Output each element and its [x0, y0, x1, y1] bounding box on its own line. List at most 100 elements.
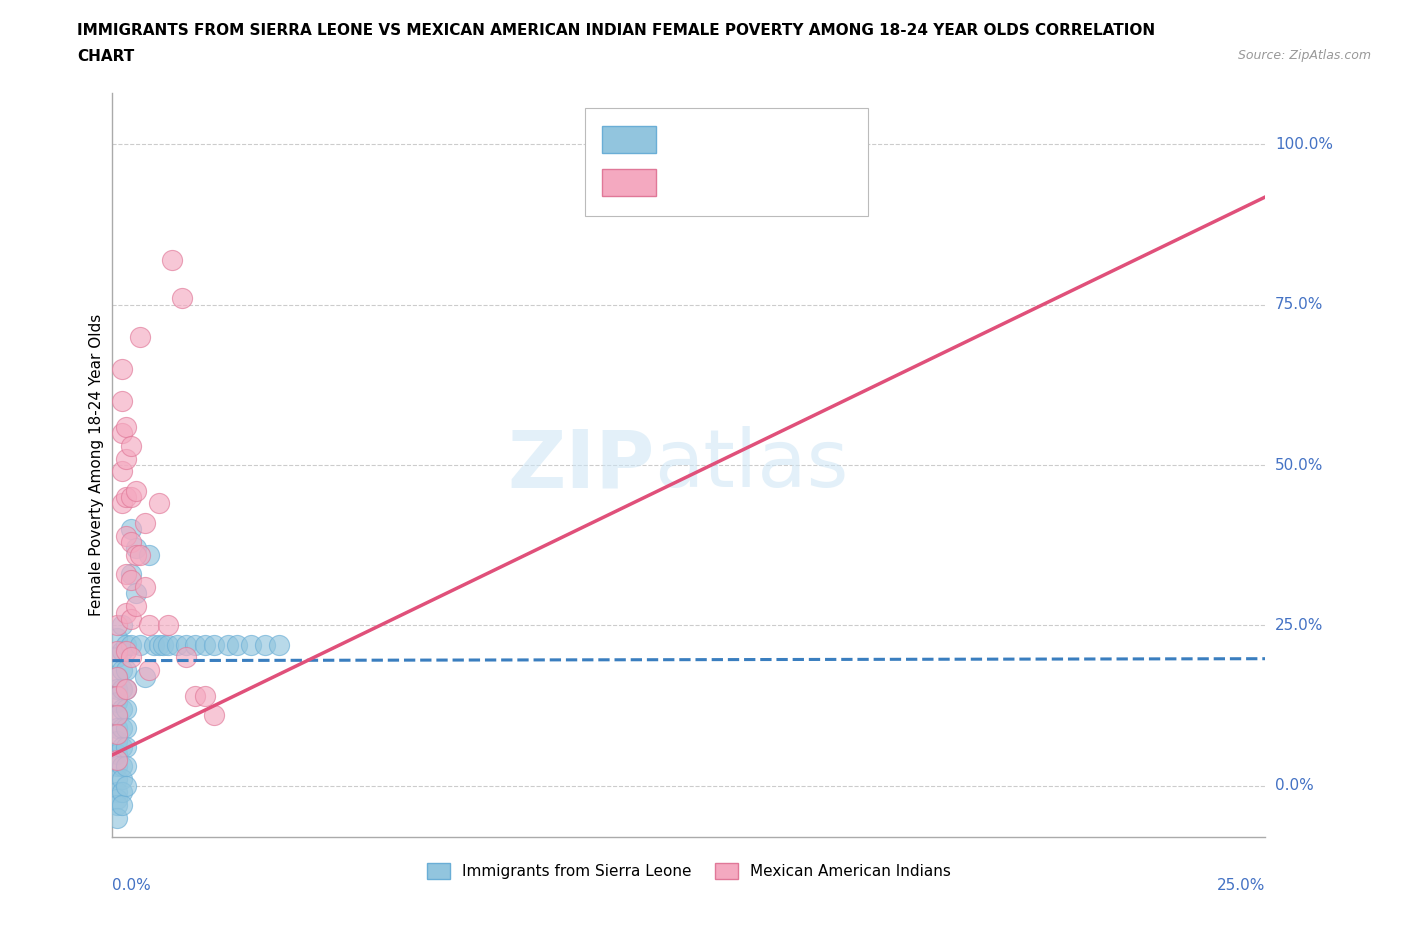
- Point: [162, 252, 184, 267]
- Point: [111, 496, 134, 511]
- Point: [105, 631, 128, 645]
- Point: [115, 489, 138, 504]
- Text: 0.0%: 0.0%: [1275, 778, 1313, 793]
- Point: [105, 759, 128, 774]
- Point: [194, 637, 217, 652]
- Point: [115, 721, 138, 736]
- Text: 75.0%: 75.0%: [1275, 298, 1323, 312]
- Text: R =: R =: [666, 131, 702, 149]
- FancyBboxPatch shape: [603, 126, 655, 153]
- Point: [156, 618, 179, 632]
- Point: [129, 329, 152, 344]
- Text: 0.0%: 0.0%: [112, 878, 152, 893]
- Point: [105, 644, 128, 658]
- Point: [124, 484, 146, 498]
- Point: [105, 670, 128, 684]
- Point: [120, 650, 142, 665]
- Point: [111, 663, 134, 678]
- Point: [138, 663, 160, 678]
- Point: [105, 772, 128, 787]
- Point: [138, 548, 160, 563]
- Point: [174, 650, 197, 665]
- Y-axis label: Female Poverty Among 18-24 Year Olds: Female Poverty Among 18-24 Year Olds: [89, 314, 104, 617]
- Point: [184, 637, 207, 652]
- Point: [115, 419, 138, 434]
- Text: N =: N =: [762, 173, 799, 192]
- Text: R =: R =: [666, 173, 702, 192]
- Legend: Immigrants from Sierra Leone, Mexican American Indians: Immigrants from Sierra Leone, Mexican Am…: [420, 857, 957, 885]
- Point: [138, 618, 160, 632]
- Point: [105, 721, 128, 736]
- Point: [166, 637, 188, 652]
- Point: [124, 548, 146, 563]
- Point: [120, 522, 142, 537]
- Point: [115, 682, 138, 697]
- Point: [202, 637, 225, 652]
- Point: [111, 759, 134, 774]
- Point: [105, 746, 128, 761]
- Point: [120, 637, 142, 652]
- Point: [115, 778, 138, 793]
- Text: ZIP: ZIP: [508, 426, 654, 504]
- Point: [124, 586, 146, 601]
- Point: [115, 682, 138, 697]
- Point: [115, 663, 138, 678]
- Point: [105, 785, 128, 800]
- Point: [111, 701, 134, 716]
- Text: 25.0%: 25.0%: [1218, 878, 1265, 893]
- Point: [239, 637, 262, 652]
- Point: [267, 637, 290, 652]
- Point: [120, 438, 142, 453]
- Point: [134, 515, 156, 530]
- Point: [105, 734, 128, 749]
- Point: [105, 682, 128, 697]
- Point: [105, 650, 128, 665]
- Point: [148, 637, 170, 652]
- Point: [120, 489, 142, 504]
- Point: [134, 670, 156, 684]
- FancyBboxPatch shape: [585, 108, 868, 216]
- Point: [156, 637, 179, 652]
- Point: [115, 605, 138, 620]
- Point: [202, 708, 225, 723]
- Text: atlas: atlas: [654, 426, 849, 504]
- Point: [105, 791, 128, 806]
- Point: [253, 637, 276, 652]
- Point: [120, 573, 142, 588]
- FancyBboxPatch shape: [603, 169, 655, 195]
- Point: [120, 566, 142, 581]
- Text: Source: ZipAtlas.com: Source: ZipAtlas.com: [1237, 49, 1371, 62]
- Point: [226, 637, 249, 652]
- Text: 100.0%: 100.0%: [1275, 137, 1333, 152]
- Point: [105, 798, 128, 813]
- Point: [111, 785, 134, 800]
- Point: [120, 535, 142, 550]
- Point: [111, 721, 134, 736]
- Point: [115, 739, 138, 754]
- Point: [105, 670, 128, 684]
- Text: 44: 44: [794, 173, 817, 192]
- Point: [105, 688, 128, 703]
- Point: [184, 688, 207, 703]
- Point: [129, 548, 152, 563]
- Point: [115, 644, 138, 658]
- Point: [134, 579, 156, 594]
- Point: [105, 708, 128, 723]
- Point: [194, 688, 217, 703]
- Point: [152, 637, 174, 652]
- Point: [111, 739, 134, 754]
- Point: [105, 810, 128, 825]
- Text: 25.0%: 25.0%: [1275, 618, 1323, 632]
- Point: [105, 752, 128, 767]
- Text: CHART: CHART: [77, 49, 135, 64]
- Text: IMMIGRANTS FROM SIERRA LEONE VS MEXICAN AMERICAN INDIAN FEMALE POVERTY AMONG 18-: IMMIGRANTS FROM SIERRA LEONE VS MEXICAN …: [77, 23, 1156, 38]
- Point: [111, 682, 134, 697]
- Point: [174, 637, 197, 652]
- Point: [111, 644, 134, 658]
- Text: 0.526: 0.526: [699, 173, 751, 192]
- Point: [115, 637, 138, 652]
- Text: 0.005: 0.005: [699, 131, 751, 149]
- Point: [111, 772, 134, 787]
- Point: [111, 426, 134, 441]
- Point: [143, 637, 166, 652]
